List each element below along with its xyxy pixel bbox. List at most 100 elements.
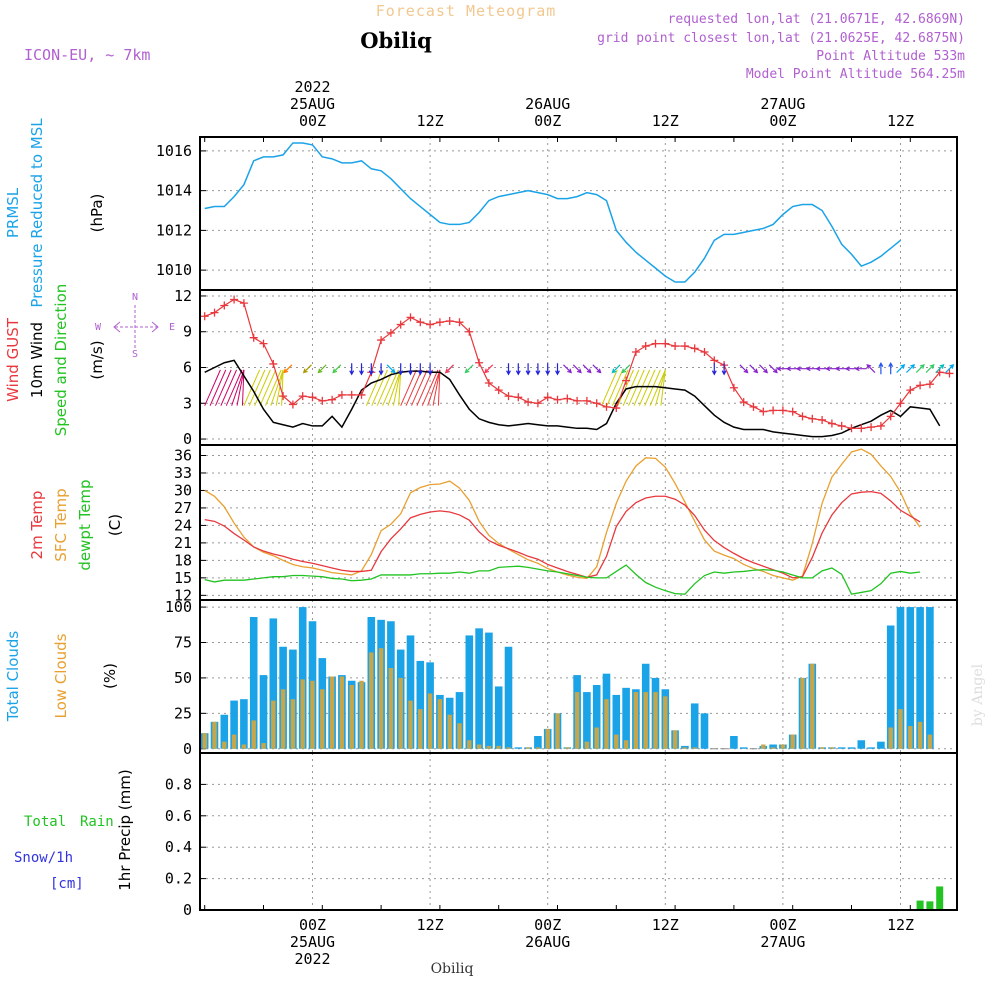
total-cloud-bar (514, 747, 523, 749)
compass-n: N (132, 292, 138, 303)
hatch-stroke (405, 369, 423, 406)
hatch-stroke (421, 369, 439, 406)
time-label-top: 12Z (652, 112, 679, 130)
y-tick-label: 21 (174, 534, 192, 552)
wind-direction-arrow (515, 363, 521, 376)
y-tick-label: 1016 (156, 142, 192, 160)
wind-gust-point (533, 399, 542, 408)
wind-direction-arrow (935, 363, 945, 373)
low-cloud-bar (398, 677, 403, 749)
low-cloud-bar (555, 713, 560, 749)
low-cloud-bar (692, 747, 697, 749)
low-cloud-bar (819, 747, 825, 749)
total-cloud-bar (475, 628, 483, 749)
y-tick-label: 24 (174, 516, 192, 534)
low-cloud-bar (672, 730, 678, 749)
low-cloud-bar (231, 734, 237, 749)
wind-direction-arrow (621, 364, 631, 374)
hatch-stroke (382, 369, 399, 406)
wind-direction-arrow (721, 363, 727, 376)
wind-direction-arrow (896, 363, 906, 373)
wind-gust-point (867, 423, 876, 432)
hatch-stroke (392, 369, 402, 406)
wind-direction-arrow (945, 363, 955, 373)
wind-gust-point (465, 327, 474, 336)
point-altitude: Point Altitude 533m (816, 49, 965, 64)
total-cloud-bar (877, 741, 885, 749)
pressure-line (204, 142, 901, 283)
compass-e: E (169, 322, 175, 333)
hatch-stroke (225, 369, 243, 406)
low-cloud-bar (643, 692, 648, 749)
low-cloud-bar (682, 747, 688, 749)
time-label-bottom: 26AUG (525, 933, 570, 951)
hatch-stroke (411, 369, 428, 406)
low-cloud-bar (320, 689, 325, 749)
low-cloud-bar (780, 744, 786, 749)
low-cloud-bar (369, 652, 374, 749)
y-tick-label: 3 (183, 394, 192, 412)
wind-hatch-area (243, 369, 284, 406)
y-tick-label: 0.8 (165, 775, 192, 793)
low-cloud-bar (251, 720, 256, 749)
wind-hatch-area (601, 369, 666, 406)
total-cloud-bar (249, 617, 258, 749)
axis-label: Low Clouds (52, 633, 70, 718)
hatch-stroke (416, 369, 434, 406)
wind-direction-arrow (525, 363, 531, 376)
wind-direction-arrow (563, 364, 573, 374)
wind-gust-point (563, 394, 572, 403)
wind-gust-point (239, 299, 248, 308)
low-cloud-bar (653, 692, 658, 749)
low-cloud-bar (222, 741, 227, 749)
y-tick-label: 12 (174, 287, 192, 305)
total-cloud-bar (916, 607, 924, 749)
wind-direction-arrow (283, 364, 293, 374)
axis-label: 2m Temp (28, 491, 46, 560)
wind-direction-arrow (464, 364, 474, 374)
wind-compass: N S W E (95, 292, 175, 360)
wind-direction-arrow (611, 364, 621, 374)
low-cloud-bar (241, 744, 247, 749)
wind-gust-point (778, 406, 787, 415)
wind-gust-point (504, 392, 513, 401)
wind-gust-point (308, 393, 317, 402)
axis-label: Total Clouds (4, 631, 22, 723)
time-label-bottom: 12Z (417, 916, 444, 934)
wind-direction-arrow (359, 363, 364, 376)
total-cloud-bar (847, 747, 856, 749)
low-cloud-bar (280, 689, 286, 749)
wind-direction-arrow (555, 363, 560, 376)
hatch-stroke (215, 369, 232, 406)
hatch-stroke (248, 369, 266, 406)
total-cloud-bar (416, 660, 425, 749)
hatch-stroke (209, 369, 227, 406)
hatch-stroke (649, 369, 666, 406)
y-tick-label: 0 (183, 901, 192, 919)
dewpoint-line (204, 564, 921, 595)
wind-direction-arrow (368, 363, 374, 376)
time-label-top: 26AUG (525, 95, 570, 113)
total-cloud-bar (886, 625, 895, 749)
wind-gust-point (925, 380, 934, 389)
low-cloud-bar (790, 734, 795, 749)
wind-gust-point (631, 348, 640, 356)
hatch-stroke (365, 369, 383, 406)
total-cloud-bar (906, 607, 915, 749)
low-cloud-bar (623, 740, 629, 749)
time-label-bottom: 12Z (887, 916, 914, 934)
total-cloud-bar (926, 607, 934, 749)
total-cloud-bar (837, 747, 846, 749)
wind-gust-point (876, 421, 885, 430)
wind-gust-point (671, 342, 680, 351)
wind-direction-arrow (888, 361, 894, 375)
y-tick-label: 18 (174, 551, 192, 569)
low-cloud-bar (271, 700, 276, 749)
y-tick-label: 0 (183, 740, 192, 758)
wind-direction-arrow (749, 364, 759, 374)
hatch-stroke (437, 369, 441, 406)
time-label-top: 12Z (887, 112, 914, 130)
wind-gust-point (269, 359, 278, 368)
wind-gust-point (337, 390, 346, 399)
